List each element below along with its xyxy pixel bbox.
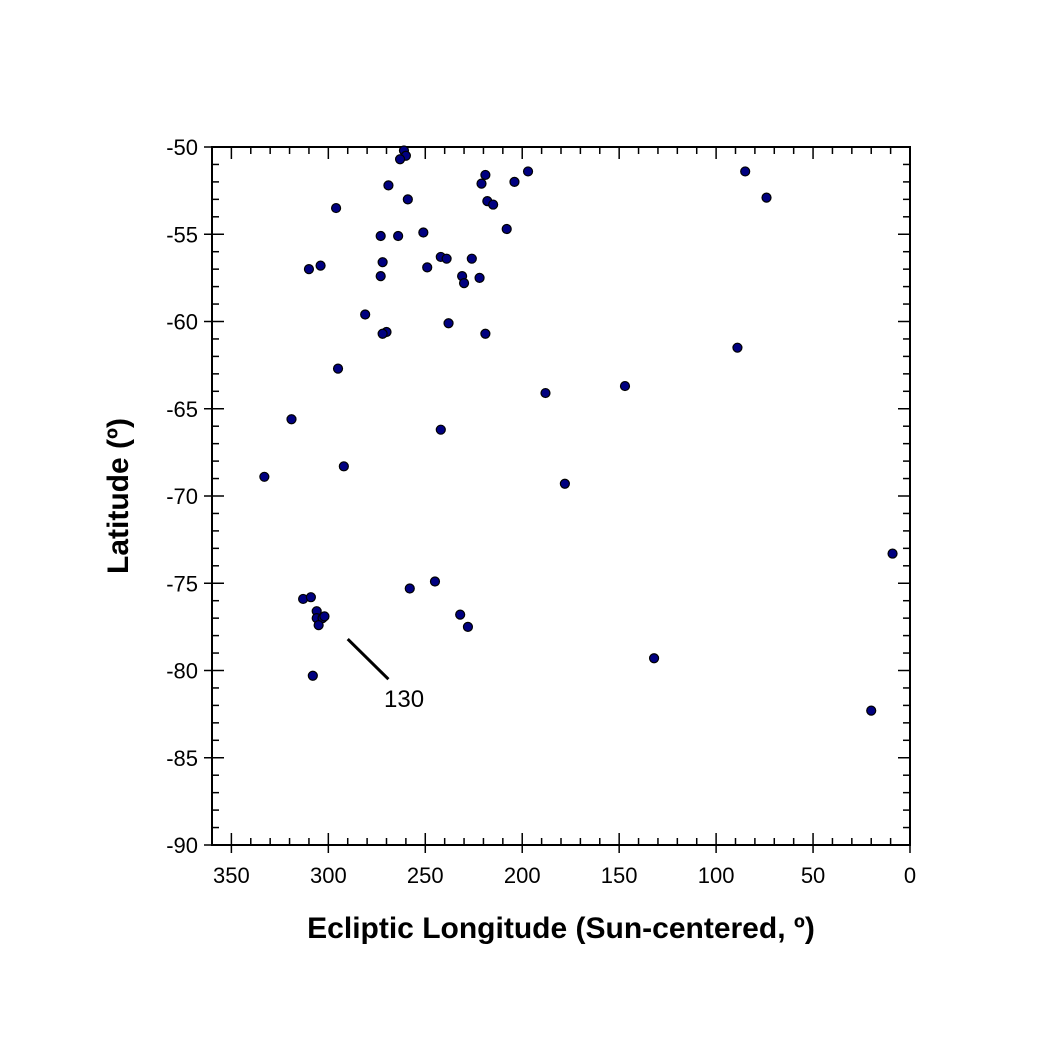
y-tick-label: -65 xyxy=(166,397,198,422)
data-point xyxy=(466,253,477,264)
data-point xyxy=(458,278,470,289)
data-point xyxy=(429,576,441,587)
data-point xyxy=(887,548,898,559)
data-point xyxy=(732,342,743,353)
x-tick-label: 350 xyxy=(213,863,250,888)
x-tick-label: 100 xyxy=(698,863,735,888)
annotation-line xyxy=(346,638,390,681)
data-point xyxy=(480,328,491,339)
data-point xyxy=(307,670,318,681)
data-point xyxy=(501,223,512,235)
data-point xyxy=(377,257,388,268)
y-axis-title: Latitude (º) xyxy=(102,418,135,574)
data-point xyxy=(286,414,297,425)
data-point xyxy=(330,202,342,214)
x-tick-label: 0 xyxy=(904,863,916,888)
data-point xyxy=(441,253,452,264)
data-point xyxy=(619,380,631,392)
y-tick-label: -60 xyxy=(166,310,198,335)
y-tick-label: -50 xyxy=(166,135,198,160)
data-point xyxy=(313,620,324,631)
data-point xyxy=(761,192,772,203)
data-point xyxy=(315,260,326,271)
x-tick-label: 200 xyxy=(504,863,541,888)
data-point xyxy=(866,705,877,716)
y-tick-label: -55 xyxy=(166,222,198,247)
data-point xyxy=(375,271,386,282)
y-tick-label: -80 xyxy=(166,659,198,684)
data-point xyxy=(443,318,454,329)
data-point xyxy=(404,583,415,594)
data-point xyxy=(332,363,344,374)
data-point xyxy=(383,180,394,191)
data-point xyxy=(474,272,485,283)
data-point xyxy=(435,424,446,435)
annotation-label: 130 xyxy=(384,686,424,713)
data-point xyxy=(476,178,487,189)
x-tick-label: 300 xyxy=(310,863,347,888)
data-point xyxy=(418,227,429,238)
data-point xyxy=(488,199,499,210)
x-axis-title: Ecliptic Longitude (Sun-centered, º) xyxy=(307,912,815,945)
data-point xyxy=(422,262,433,273)
data-point xyxy=(462,621,474,632)
data-point xyxy=(305,592,316,603)
plot-frame xyxy=(211,146,911,846)
y-tick-label: -90 xyxy=(166,833,198,858)
x-tick-label: 150 xyxy=(601,863,638,888)
data-point xyxy=(360,309,371,320)
data-point xyxy=(259,471,270,482)
annotation-layer: 130 xyxy=(346,638,424,713)
data-point xyxy=(394,154,406,165)
data-point xyxy=(540,387,551,399)
x-tick-label: 50 xyxy=(801,863,825,888)
ticks-layer xyxy=(204,146,911,853)
tick-labels-layer: 350 300 250 200 150 100 50 0 -50 -55 -60 -65 -70 -75 -… xyxy=(166,135,916,888)
data-point xyxy=(338,461,349,472)
data-point xyxy=(509,176,520,187)
data-point xyxy=(377,328,388,339)
data-point xyxy=(455,609,466,620)
data-point xyxy=(480,169,491,181)
data-point xyxy=(319,611,330,622)
y-tick-label: -70 xyxy=(166,484,198,509)
points-layer xyxy=(259,145,898,716)
data-point xyxy=(648,653,660,664)
data-point xyxy=(402,194,413,205)
y-tick-label: -85 xyxy=(166,746,198,771)
data-point xyxy=(303,264,315,275)
data-point xyxy=(559,478,570,489)
data-point xyxy=(522,166,534,177)
data-point xyxy=(740,166,751,177)
x-tick-label: 250 xyxy=(407,863,444,888)
y-tick-label: -75 xyxy=(166,571,198,596)
data-point xyxy=(393,230,404,242)
data-point xyxy=(375,230,386,242)
